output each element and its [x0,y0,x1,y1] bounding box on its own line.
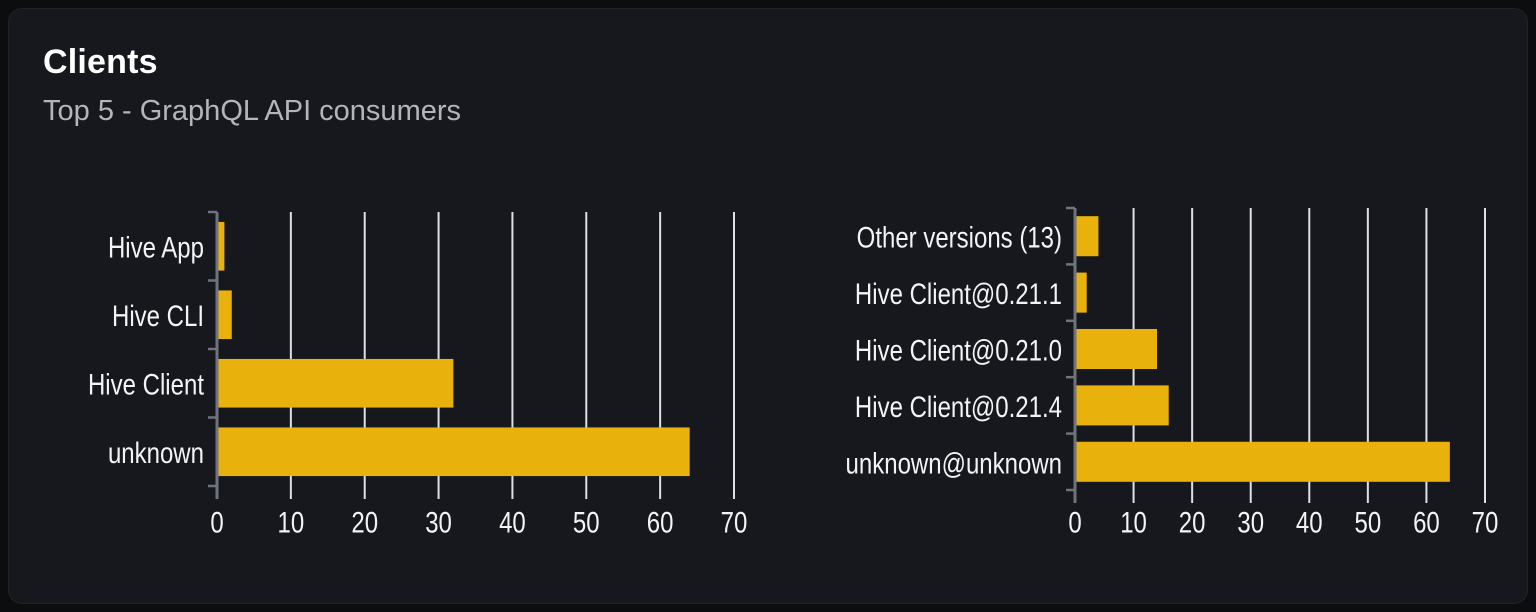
clients-by-version-chart: Other versions (13) Hive Client@0.21.1 Hiv… [846,206,1499,539]
x-tick-label: 40 [499,505,526,539]
category-label: unknown [108,436,204,470]
card-subtitle: Top 5 - GraphQL API consumers [43,95,462,127]
bar-Hive CLI[interactable] [217,290,232,340]
x-tick-label: 60 [1413,505,1440,539]
bar-Hive Client@0.21.0[interactable] [1075,328,1157,370]
page-title: Clients [43,43,158,81]
category-label: Hive Client [88,367,204,401]
category-label: Hive Client@0.21.1 [855,276,1062,310]
category-label: Hive App [108,230,204,264]
x-tick-label: 40 [1296,505,1323,539]
x-tick-label: 70 [721,505,747,539]
bar-Hive Client@0.21.4[interactable] [1075,385,1169,426]
bar-Hive Client[interactable] [217,358,454,408]
category-label: unknown@unknown [846,446,1062,480]
x-tick-label: 10 [278,505,305,539]
x-tick-label: 50 [573,505,600,539]
x-tick-label: 20 [1179,505,1206,539]
bar-unknown[interactable] [217,427,690,477]
bar-unknown@unknown[interactable] [1075,441,1450,482]
bar-Other versions (13)[interactable] [1075,216,1099,257]
bar-Hive App[interactable] [217,221,225,271]
clients-card: Clients Top 5 - GraphQL API consumers Hi… [8,8,1528,604]
x-tick-label: 30 [425,505,452,539]
category-label: Other versions (13) [857,220,1062,254]
category-label: Hive CLI [112,299,204,333]
x-tick-label: 10 [1120,505,1147,539]
x-tick-label: 0 [1068,505,1081,539]
x-tick-label: 30 [1237,505,1264,539]
x-tick-label: 70 [1472,505,1499,539]
clients-by-name-chart: Hive App Hive CLI Hive Client unknown 0 10 20 3… [88,210,747,539]
category-label: Hive Client@0.21.0 [855,333,1062,367]
x-tick-label: 50 [1355,505,1382,539]
category-label: Hive Client@0.21.4 [855,389,1062,423]
x-tick-label: 60 [647,505,674,539]
x-tick-label: 0 [210,505,223,539]
x-tick-label: 20 [351,505,378,539]
bar-Hive Client@0.21.1[interactable] [1075,272,1087,313]
